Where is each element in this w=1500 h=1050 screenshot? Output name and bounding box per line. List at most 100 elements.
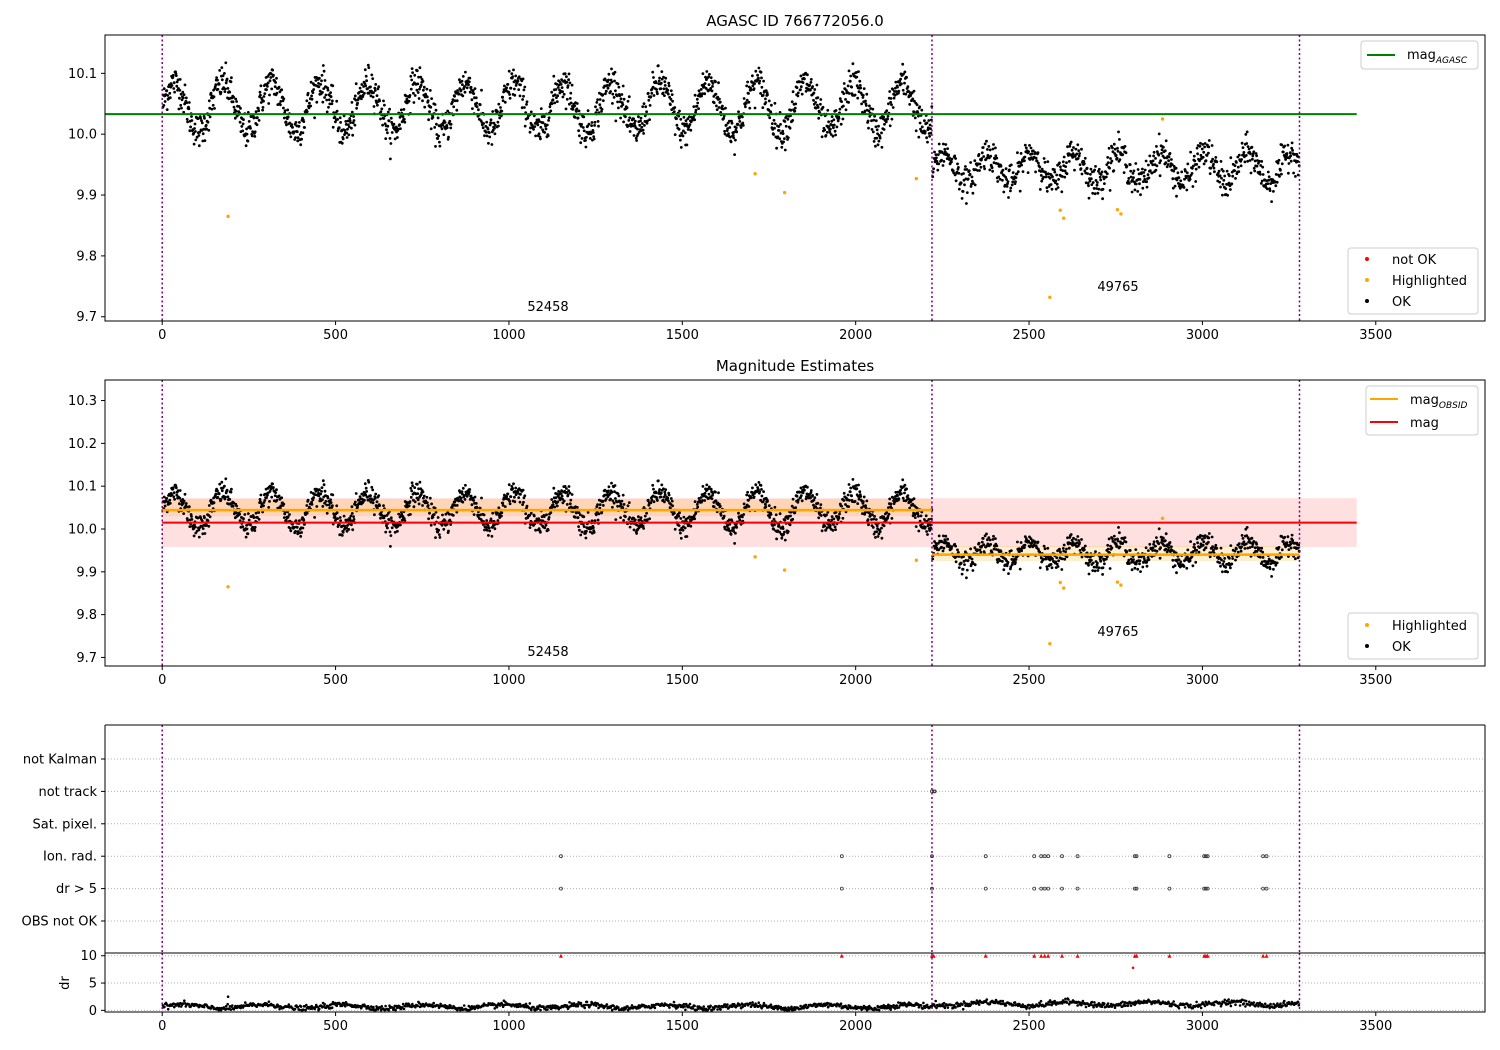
ok-point — [207, 128, 211, 132]
ok-point — [846, 84, 850, 88]
ok-point — [438, 533, 441, 536]
ok-point — [1237, 170, 1241, 174]
ok-point — [1165, 165, 1169, 169]
ok-point — [615, 94, 619, 98]
ok-point — [1194, 180, 1198, 183]
ok-point — [528, 130, 532, 134]
ok-point — [560, 86, 564, 89]
ok-point — [786, 136, 790, 140]
ok-point — [317, 491, 320, 495]
ok-point — [510, 72, 514, 75]
ok-point — [208, 106, 212, 110]
ok-point — [652, 76, 655, 79]
ok-point — [311, 498, 315, 502]
ok-point — [1254, 152, 1258, 155]
ok-point — [1154, 168, 1158, 172]
ok-point — [1277, 158, 1281, 162]
ok-point — [496, 120, 500, 124]
ok-point — [533, 125, 537, 128]
ok-point — [268, 79, 272, 83]
ok-point — [537, 132, 541, 136]
ok-point — [258, 498, 262, 501]
ok-point — [651, 483, 655, 487]
ok-point — [1259, 182, 1263, 185]
ok-point — [791, 90, 795, 94]
ok-point — [722, 116, 726, 120]
ok-point — [416, 498, 420, 502]
ok-point — [652, 500, 656, 504]
ok-point — [693, 93, 697, 97]
ok-point — [1185, 176, 1188, 180]
ok-point — [165, 108, 169, 111]
ok-point — [323, 79, 327, 82]
ok-point — [1101, 573, 1104, 576]
ok-point — [442, 133, 446, 137]
ok-point — [1214, 543, 1218, 547]
ok-point — [418, 66, 422, 70]
ok-point — [1200, 538, 1204, 541]
ok-point — [971, 569, 975, 572]
ok-point — [1015, 172, 1019, 176]
ok-point — [582, 515, 586, 519]
ok-point — [292, 525, 296, 529]
ok-point — [842, 491, 846, 495]
ok-point — [336, 118, 339, 121]
ok-point — [1009, 549, 1013, 552]
ok-point — [1134, 548, 1138, 551]
panel-2-title: Magnitude Estimates — [716, 357, 874, 375]
ok-point — [488, 529, 492, 533]
ok-point — [1082, 160, 1086, 163]
ok-point — [214, 83, 218, 87]
ok-point — [1100, 170, 1104, 174]
ok-point — [1185, 171, 1189, 175]
ok-point — [678, 134, 682, 138]
ok-point — [809, 81, 813, 84]
ok-point — [472, 92, 476, 95]
ok-point — [929, 131, 933, 135]
ok-point — [760, 85, 764, 89]
ok-point — [1024, 146, 1028, 150]
ok-point — [556, 94, 560, 98]
ok-point — [902, 72, 905, 76]
ok-point — [683, 526, 687, 530]
ok-point — [628, 516, 632, 519]
ok-point — [343, 128, 347, 132]
ok-point — [298, 121, 301, 124]
ok-point — [579, 533, 583, 537]
ok-point — [803, 77, 806, 81]
ok-point — [358, 495, 362, 498]
ok-point — [317, 85, 321, 89]
ok-point — [547, 116, 551, 120]
ok-point — [744, 105, 747, 109]
ok-point — [717, 491, 720, 495]
ok-point — [174, 486, 178, 490]
ok-point — [579, 141, 583, 145]
ok-point — [196, 516, 200, 520]
ok-point — [796, 91, 800, 95]
ok-point — [1260, 160, 1264, 163]
ok-point — [194, 138, 198, 142]
ok-point — [416, 82, 420, 86]
ok-point — [632, 528, 636, 532]
ok-point — [455, 108, 459, 112]
ok-point — [568, 81, 572, 85]
ok-point — [513, 79, 517, 83]
ok-point — [714, 80, 717, 84]
ok-point — [1034, 156, 1038, 160]
ok-point — [616, 504, 619, 508]
ok-point — [339, 121, 342, 124]
ok-point — [604, 89, 608, 93]
ok-point — [550, 90, 554, 94]
ok-point — [1207, 536, 1211, 540]
ok-point — [872, 140, 876, 143]
ok-point — [663, 80, 667, 84]
ok-point — [289, 135, 293, 139]
ok-point — [764, 97, 767, 101]
ok-point — [1014, 558, 1018, 561]
ok-point — [783, 518, 787, 522]
ok-point — [491, 110, 495, 113]
ok-point — [501, 95, 505, 99]
ok-point — [711, 494, 714, 497]
ok-point — [226, 87, 230, 90]
ok-point — [585, 529, 588, 533]
